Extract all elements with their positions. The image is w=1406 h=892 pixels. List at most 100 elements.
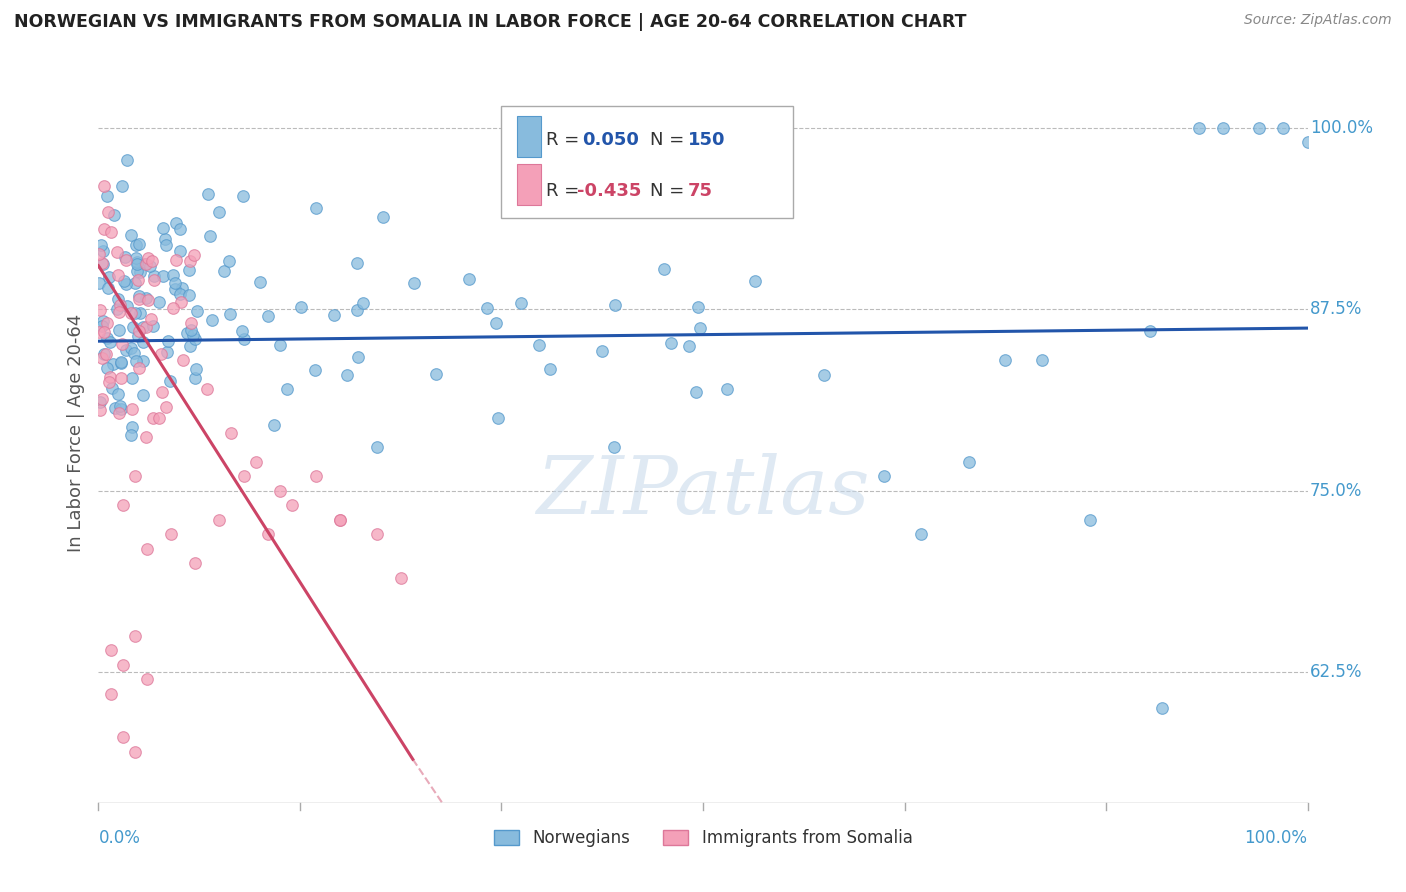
Point (141, 254, 163, 268)
Point (155, 232, 177, 246)
Point (346, 256, 368, 270)
Point (183, 370, 205, 384)
Point (402, 277, 425, 291)
Point (90, 351, 112, 366)
Point (107, 406, 129, 420)
Point (163, 276, 186, 290)
Point (128, 289, 150, 303)
Point (129, 306, 152, 320)
Point (169, 287, 191, 301)
Point (91, 256, 114, 270)
Point (107, 268, 129, 282)
Point (162, 268, 184, 283)
Point (180, 323, 202, 337)
Point (256, 527, 278, 541)
Point (249, 275, 271, 289)
Point (425, 368, 447, 382)
Point (127, 257, 149, 271)
Point (179, 254, 201, 268)
Point (93, 325, 115, 339)
Point (128, 292, 150, 306)
Text: 0.050: 0.050 (582, 131, 640, 149)
Point (115, 277, 138, 292)
Point (115, 343, 138, 358)
Text: 0.0%: 0.0% (98, 829, 141, 847)
Point (110, 370, 132, 384)
Point (114, 250, 136, 264)
Point (1212, 120, 1234, 135)
Point (105, 244, 128, 259)
Point (100, 334, 122, 349)
Point (101, 357, 124, 371)
Point (87, 277, 110, 291)
Point (120, 428, 142, 442)
Text: ZIPatlas: ZIPatlas (536, 453, 870, 531)
Point (527, 338, 550, 352)
Legend: Norwegians, Immigrants from Somalia: Norwegians, Immigrants from Somalia (486, 822, 920, 854)
Point (591, 344, 613, 359)
Point (97, 375, 120, 389)
Point (221, 425, 243, 440)
Point (135, 320, 157, 334)
Point (148, 295, 170, 310)
Text: -0.435: -0.435 (576, 182, 641, 200)
Point (90, 318, 112, 333)
Point (366, 440, 388, 454)
Point (121, 371, 143, 385)
Text: 100.0%: 100.0% (1310, 119, 1374, 136)
Point (281, 498, 304, 512)
Point (184, 362, 207, 376)
Point (108, 304, 131, 318)
Point (910, 527, 932, 541)
Text: R =: R = (546, 131, 579, 149)
Point (112, 274, 135, 288)
Point (128, 360, 150, 375)
Point (97, 281, 120, 295)
Point (135, 541, 157, 556)
Point (124, 277, 146, 291)
Point (139, 259, 162, 273)
Point (96, 361, 118, 376)
Point (107, 387, 129, 401)
Point (322, 309, 344, 323)
Point (91, 256, 114, 270)
Point (111, 179, 134, 194)
Point (141, 411, 163, 425)
Point (124, 237, 146, 252)
Point (1188, 120, 1211, 135)
Point (128, 324, 150, 338)
Point (108, 298, 131, 312)
Point (114, 252, 136, 267)
Text: 75: 75 (688, 182, 713, 200)
Point (105, 301, 128, 316)
Y-axis label: In Labor Force | Age 20-64: In Labor Force | Age 20-64 (66, 313, 84, 552)
Point (155, 400, 177, 414)
Point (232, 332, 254, 346)
Point (346, 303, 368, 318)
Point (89, 395, 111, 409)
Point (195, 382, 218, 396)
Point (96, 331, 118, 345)
Point (93, 178, 115, 193)
Point (149, 347, 172, 361)
Point (100, 687, 122, 701)
Point (603, 440, 626, 454)
Point (603, 298, 626, 312)
Point (160, 527, 183, 541)
Point (352, 296, 374, 310)
Point (115, 299, 138, 313)
Point (111, 498, 134, 512)
Point (179, 339, 201, 353)
Point (94, 347, 117, 361)
Point (132, 388, 155, 402)
Point (994, 353, 1017, 368)
Point (172, 353, 194, 368)
Point (89, 403, 111, 417)
Point (97, 205, 120, 219)
Point (120, 341, 142, 355)
Point (87, 325, 110, 339)
Point (162, 301, 184, 315)
Point (537, 194, 560, 208)
Point (232, 469, 254, 483)
Point (245, 455, 267, 469)
